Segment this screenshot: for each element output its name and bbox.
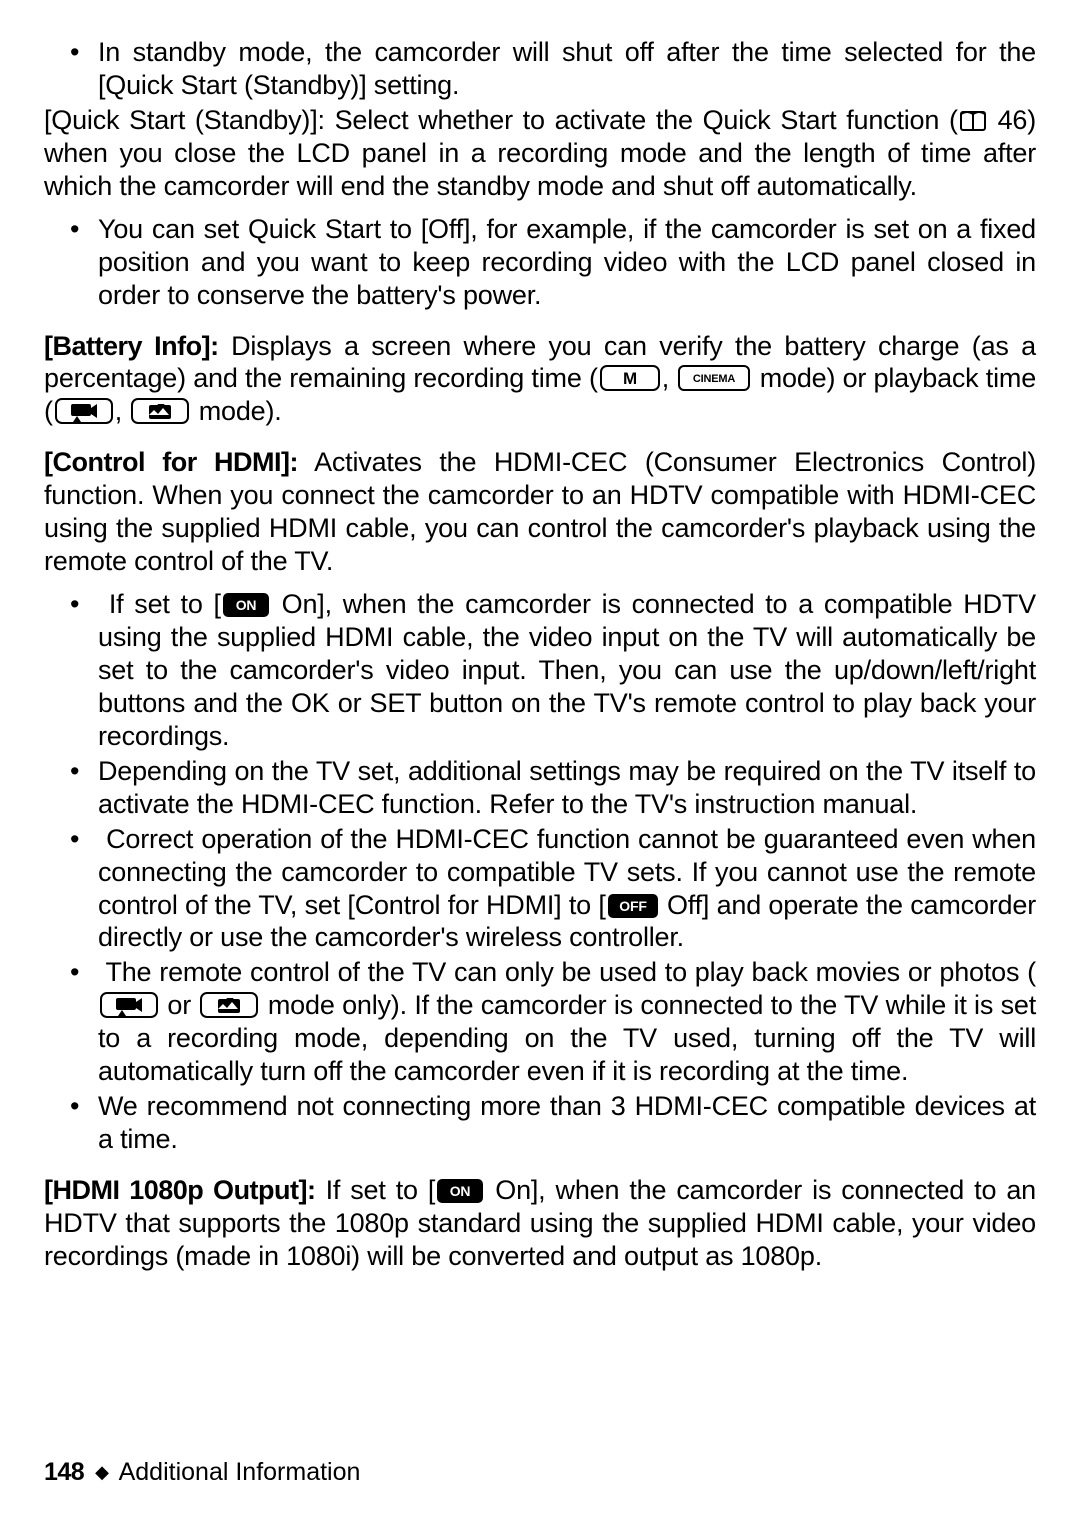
svg-text:CINEMA: CINEMA [693,373,735,385]
text: We recommend not connecting more than 3 … [98,1091,1036,1154]
text: The remote control of the TV can only be… [105,957,1036,987]
svg-text:ON: ON [236,597,257,613]
list-item: In standby mode, the camcorder will shut… [44,36,1036,102]
quickstart-bullets2: You can set Quick Start to [Off], for ex… [44,213,1036,312]
text: If set to [ [109,589,221,619]
text: In standby mode, the camcorder will shut… [98,37,1036,100]
text: mode). [191,396,281,426]
battery-info-label: [Battery Info]: [44,331,219,361]
quickstart-bullets: In standby mode, the camcorder will shut… [44,36,1036,102]
text: or [160,990,198,1020]
text: If set to [ [316,1175,436,1205]
on-icon: ON [223,593,269,617]
list-item: If set to [ON On], when the camcorder is… [44,588,1036,753]
movie-playback-icon [100,992,158,1018]
footer-section-name: Additional Information [119,1458,361,1486]
hdmi-1080p-section: [HDMI 1080p Output]: If set to [ON On], … [44,1174,1036,1273]
photo-playback-icon [200,992,258,1018]
page-number: 148 [44,1458,84,1486]
battery-info-para: [Battery Info]: Displays a screen where … [44,330,1036,429]
hdmi-1080p-para: [HDMI 1080p Output]: If set to [ON On], … [44,1174,1036,1273]
m-mode-icon: M [600,365,660,391]
off-icon: OFF [608,894,658,918]
list-item: You can set Quick Start to [Off], for ex… [44,213,1036,312]
battery-info-section: [Battery Info]: Displays a screen where … [44,330,1036,429]
svg-text:ON: ON [450,1183,471,1199]
list-item: Depending on the TV set, additional sett… [44,755,1036,821]
text: , [115,396,130,426]
quickstart-section: In standby mode, the camcorder will shut… [44,36,1036,312]
hdmi-control-bullets: If set to [ON On], when the camcorder is… [44,588,1036,1156]
list-item: We recommend not connecting more than 3 … [44,1090,1036,1156]
manual-page: In standby mode, the camcorder will shut… [0,0,1080,1521]
list-item: Correct operation of the HDMI-CEC functi… [44,823,1036,955]
cinema-mode-icon: CINEMA [678,365,750,391]
text: [Quick Start (Standby)]: Select whether … [44,105,958,135]
hdmi-1080p-label: [HDMI 1080p Output]: [44,1175,316,1205]
page-ref-icon [960,109,986,133]
text: Depending on the TV set, additional sett… [98,756,1036,819]
text: , [662,363,677,393]
page-footer: 148 ◆ Additional Information [44,1458,360,1487]
svg-text:M: M [623,369,637,388]
footer-diamond-icon: ◆ [95,1462,109,1482]
photo-playback-icon [131,398,189,424]
movie-playback-icon [55,398,113,424]
quickstart-desc: [Quick Start (Standby)]: Select whether … [44,104,1036,203]
text: You can set Quick Start to [Off], for ex… [98,214,1036,310]
hdmi-control-label: [Control for HDMI]: [44,447,298,477]
list-item: The remote control of the TV can only be… [44,956,1036,1088]
on-icon: ON [437,1179,483,1203]
hdmi-control-intro: [Control for HDMI]: Activates the HDMI-C… [44,446,1036,578]
svg-text:OFF: OFF [619,898,647,914]
hdmi-control-section: [Control for HDMI]: Activates the HDMI-C… [44,446,1036,1156]
